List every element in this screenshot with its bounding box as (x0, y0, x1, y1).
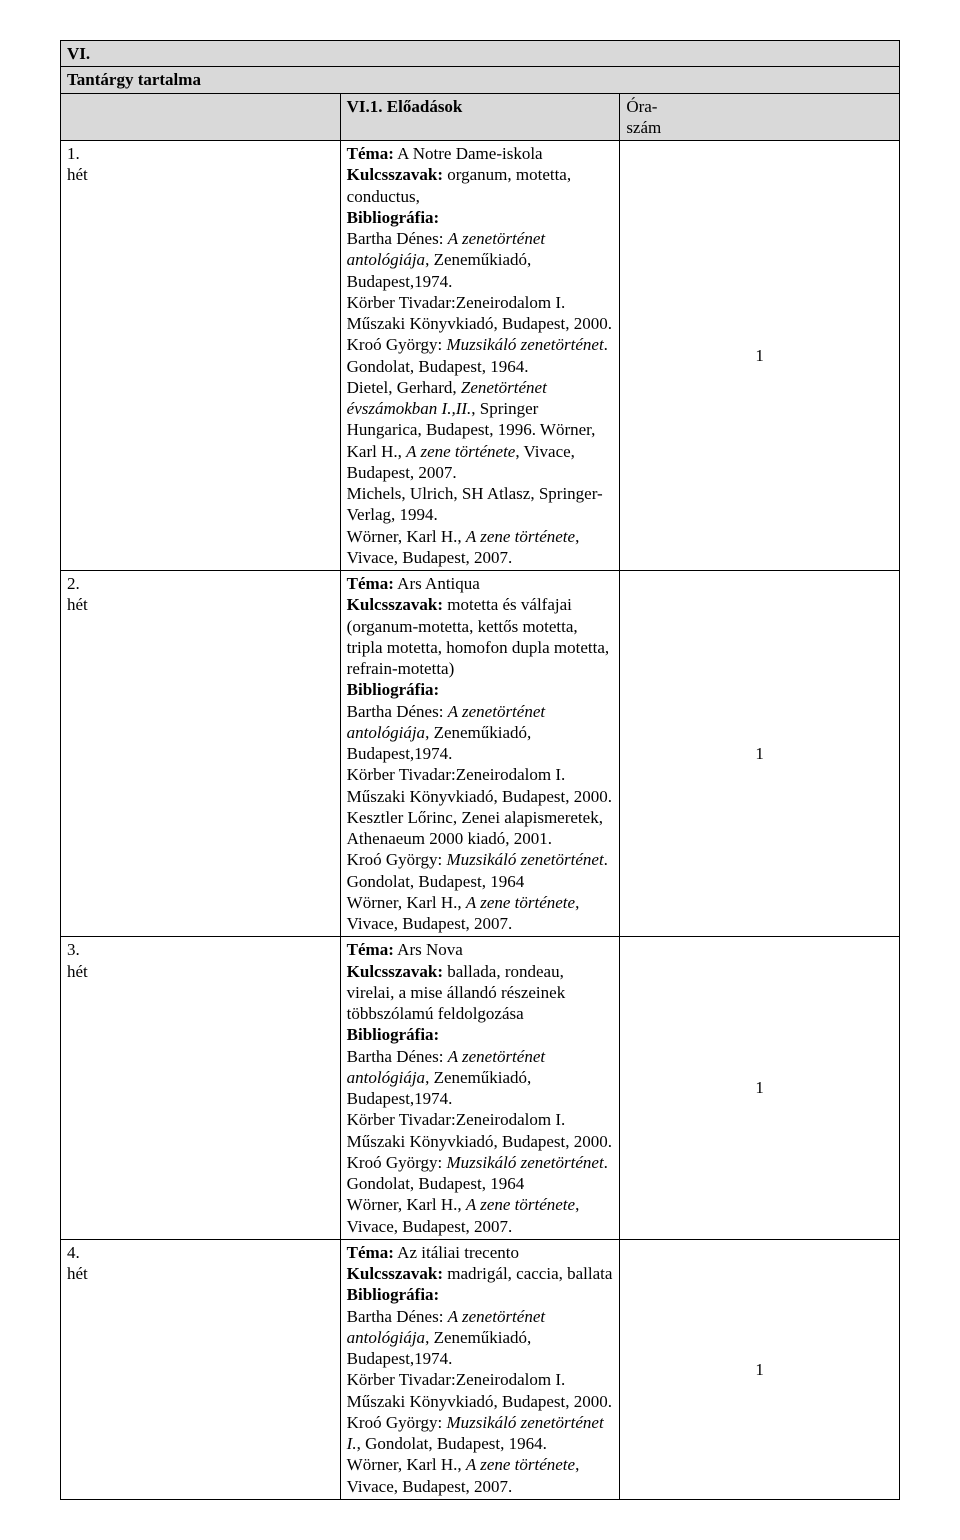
content-cell: Téma: A Notre Dame-iskolaKulcsszavak: or… (340, 141, 620, 571)
hours-header-cell: Óra- szám (620, 93, 900, 141)
bib-pre: Wörner, Karl H., (347, 893, 466, 912)
kulcs-text: madrigál, caccia, ballata (443, 1264, 612, 1283)
week-cell: 4. hét (61, 1239, 341, 1499)
section-title-cell: Tantárgy tartalma (61, 67, 900, 93)
week-label: hét (67, 595, 88, 614)
bib-pre: Michels, Ulrich, SH Atlasz, Springer-Ver… (347, 484, 603, 524)
bib-label: Bibliográfia: (347, 208, 440, 227)
bib-line: Wörner, Karl H., A zene története, Vivac… (347, 1194, 614, 1237)
hours-cell: 1 (620, 571, 900, 937)
week-cell: 3. hét (61, 937, 341, 1240)
bib-pre: Wörner, Karl H., (347, 527, 466, 546)
hours-label-line2: szám (626, 118, 661, 137)
tema-text: Ars Antiqua (394, 574, 480, 593)
bib-line: Körber Tivadar:Zeneirodalom I. Műszaki K… (347, 1369, 614, 1412)
bib-line: Wörner, Karl H., A zene története, Vivac… (347, 1454, 614, 1497)
subheader-lectures: VI.1. Előadások (340, 93, 620, 141)
week-cell: 1. hét (61, 141, 341, 571)
bib-italic: A zene története (466, 527, 575, 546)
bib-line: Wörner, Karl H., A zene története, Vivac… (347, 892, 614, 935)
bib-pre: Wörner, Karl H., (347, 1195, 466, 1214)
bib-italic: Muzsikáló zenetörténet (446, 335, 603, 354)
kulcs-label: Kulcsszavak: (347, 1264, 443, 1283)
bib-line: Körber Tivadar:Zeneirodalom I. Műszaki K… (347, 1109, 614, 1152)
tema-label: Téma: (347, 1243, 394, 1262)
hours-cell: 1 (620, 937, 900, 1240)
bib-pre: Körber Tivadar:Zeneirodalom I. Műszaki K… (347, 765, 612, 805)
bib-pre: Kroó György: (347, 335, 447, 354)
bib-line: Wörner, Karl H., A zene története, Vivac… (347, 526, 614, 569)
kulcs-label: Kulcsszavak: (347, 165, 443, 184)
content-cell: Téma: Ars AntiquaKulcsszavak: motetta és… (340, 571, 620, 937)
bib-pre: Kroó György: (347, 850, 447, 869)
bib-pre: Körber Tivadar:Zeneirodalom I. Műszaki K… (347, 1370, 612, 1410)
bib-italic: Muzsikáló zenetörténet (446, 1153, 603, 1172)
bib-line: Kroó György: Muzsikáló zenetörténet. Gon… (347, 334, 614, 377)
bib-pre: Bartha Dénes: (347, 1047, 448, 1066)
content-cell: Téma: Az itáliai trecento Kulcsszavak: ma… (340, 1239, 620, 1499)
bib-line: Kroó György: Muzsikáló zenetörténet. Gon… (347, 1152, 614, 1195)
bib-line: Kesztler Lőrinc, Zenei alapismeretek, At… (347, 807, 614, 850)
bib-line: Körber Tivadar:Zeneirodalom I. Műszaki K… (347, 764, 614, 807)
bib-label: Bibliográfia: (347, 1285, 440, 1304)
bib-pre: Bartha Dénes: (347, 1307, 448, 1326)
week-label: hét (67, 165, 88, 184)
bib-pre: Wörner, Karl H., (347, 1455, 466, 1474)
kulcs-label: Kulcsszavak: (347, 962, 443, 981)
bib-pre: Körber Tivadar:Zeneirodalom I. Műszaki K… (347, 1110, 612, 1150)
bib-line: Kroó György: Muzsikáló zenetörténet I., … (347, 1412, 614, 1455)
week-num: 4. (67, 1243, 80, 1262)
bib-pre: Bartha Dénes: (347, 702, 448, 721)
bib-line: Bartha Dénes: A zenetörténet antológiája… (347, 701, 614, 765)
bib-pre: Kroó György: (347, 1153, 447, 1172)
bib-pre: Körber Tivadar:Zeneirodalom I. Műszaki K… (347, 293, 612, 333)
week-num: 1. (67, 144, 80, 163)
tema-text: A Notre Dame-iskola (394, 144, 543, 163)
tema-label: Téma: (347, 574, 394, 593)
week-label: hét (67, 962, 88, 981)
bib-line: Kroó György: Muzsikáló zenetörténet. Gon… (347, 849, 614, 892)
week-label: hét (67, 1264, 88, 1283)
blank-header-cell (61, 93, 341, 141)
hours-cell: 1 (620, 1239, 900, 1499)
bib-post: , Gondolat, Budapest, 1964. (357, 1434, 547, 1453)
bib-italic: A zene története (466, 893, 575, 912)
bib-italic: A zene története (466, 1195, 575, 1214)
bib-line: Bartha Dénes: A zenetörténet antológiája… (347, 1046, 614, 1110)
tema-text: Az itáliai trecento (394, 1243, 519, 1262)
bib-line: Dietel, Gerhard, Zenetörténet évszámokba… (347, 377, 614, 483)
bib-italic: A zene története (406, 442, 515, 461)
content-cell: Téma: Ars NovaKulcsszavak: ballada, rond… (340, 937, 620, 1240)
bib-line: Bartha Dénes: A zenetörténet antológiája… (347, 228, 614, 292)
bib-label: Bibliográfia: (347, 680, 440, 699)
tema-label: Téma: (347, 940, 394, 959)
syllabus-table: VI. Tantárgy tartalma VI.1. Előadások Ór… (60, 40, 900, 1500)
bib-line: Körber Tivadar:Zeneirodalom I. Műszaki K… (347, 292, 614, 335)
week-num: 3. (67, 940, 80, 959)
bib-label: Bibliográfia: (347, 1025, 440, 1044)
kulcs-label: Kulcsszavak: (347, 595, 443, 614)
bib-pre: Dietel, Gerhard, (347, 378, 461, 397)
hours-label-line1: Óra- (626, 97, 657, 116)
bib-pre: Bartha Dénes: (347, 229, 448, 248)
bib-line: Michels, Ulrich, SH Atlasz, Springer-Ver… (347, 483, 614, 526)
bib-line: Bartha Dénes: A zenetörténet antológiája… (347, 1306, 614, 1370)
section-number-cell: VI. (61, 41, 900, 67)
tema-label: Téma: (347, 144, 394, 163)
bib-pre: Kroó György: (347, 1413, 447, 1432)
bib-italic: Muzsikáló zenetörténet (446, 850, 603, 869)
week-num: 2. (67, 574, 80, 593)
tema-text: Ars Nova (394, 940, 463, 959)
bib-pre: Kesztler Lőrinc, Zenei alapismeretek, At… (347, 808, 603, 848)
hours-cell: 1 (620, 141, 900, 571)
week-cell: 2. hét (61, 571, 341, 937)
bib-italic: A zene története (466, 1455, 575, 1474)
